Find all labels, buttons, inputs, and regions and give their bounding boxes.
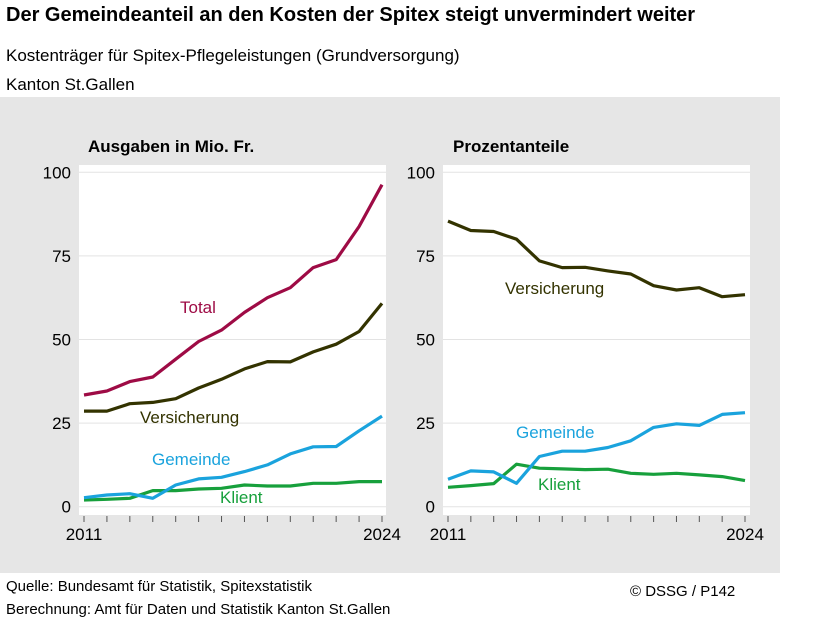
- series-line-klient: [447, 462, 746, 489]
- series-label-total: Total: [180, 298, 216, 317]
- chart-region: Kanton St.Gallen: [6, 75, 135, 94]
- x-tick-label: 2011: [66, 525, 103, 544]
- series-label-klient: Klient: [538, 475, 581, 494]
- y-tick-label: 75: [52, 247, 71, 266]
- series-label-versicherung: Versicherung: [505, 279, 604, 298]
- calculation-note: Berechnung: Amt für Daten und Statistik …: [6, 601, 391, 618]
- y-tick-label: 25: [416, 414, 435, 433]
- source-note: Quelle: Bundesamt für Statistik, Spitexs…: [6, 578, 312, 595]
- y-tick-label: 25: [52, 414, 71, 433]
- series-line-klient: [83, 480, 382, 502]
- panel-title: Prozentanteile: [453, 137, 569, 156]
- x-tick-label: 2024: [726, 525, 764, 544]
- series-label-gemeinde: Gemeinde: [516, 423, 594, 442]
- series-label-gemeinde: Gemeinde: [152, 450, 230, 469]
- y-tick-label: 100: [43, 163, 71, 182]
- series-label-versicherung: Versicherung: [140, 408, 239, 427]
- chart-title: Der Gemeindeanteil an den Kosten der Spi…: [6, 4, 696, 26]
- panel-title: Ausgaben in Mio. Fr.: [88, 137, 254, 156]
- x-tick-label: 2024: [363, 525, 401, 544]
- series-line-versicherung: [447, 219, 746, 299]
- series-label-klient: Klient: [220, 488, 263, 507]
- y-tick-label: 75: [416, 247, 435, 266]
- series-line-versicherung: [84, 302, 384, 413]
- y-tick-label: 100: [407, 163, 435, 182]
- y-tick-label: 50: [52, 331, 71, 350]
- y-tick-label: 0: [62, 498, 71, 517]
- x-tick-label: 2011: [430, 525, 467, 544]
- y-tick-label: 0: [426, 498, 435, 517]
- y-tick-label: 50: [416, 331, 435, 350]
- series-line-total: [83, 183, 384, 397]
- series-line-gemeinde: [447, 411, 746, 485]
- copyright: © DSSG / P142: [630, 583, 736, 600]
- chart-subtitle: Kostenträger für Spitex-Pflegeleistungen…: [6, 46, 460, 65]
- series-line-gemeinde: [83, 414, 383, 500]
